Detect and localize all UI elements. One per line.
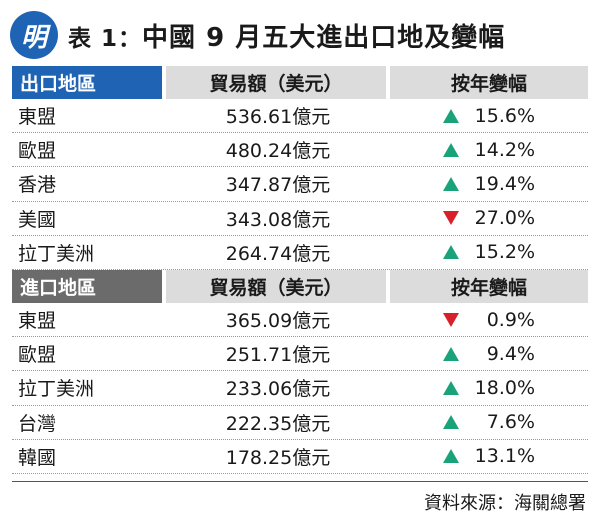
triangle-up-icon [443, 415, 459, 430]
export-change-value: 27.0% [474, 207, 535, 230]
table-row: 香港 347.87億元 19.4% [12, 167, 588, 202]
import-value-header: 貿易額（美元） [166, 269, 386, 303]
import-region-cell: 台灣 [18, 412, 57, 435]
import-change-value: 9.4% [486, 342, 535, 365]
page-title: 表 1：中國 9 月五大進出口地及變幅 [68, 17, 505, 54]
import-header: 進口地區 貿易額（美元） 按年變幅 [12, 269, 588, 303]
bottom-divider [12, 481, 588, 482]
title-prefix: 表 1： [68, 25, 143, 52]
export-value-header: 貿易額（美元） [166, 66, 386, 99]
export-region-cell: 東盟 [18, 106, 57, 129]
export-region-cell: 拉丁美洲 [18, 242, 95, 265]
import-region-cell: 東盟 [18, 310, 57, 333]
export-rows: 東盟 536.61億元 15.6% 歐盟 480.24億元 14.2% 香港 347.87億元… [12, 99, 588, 270]
export-header: 出口地區 貿易額（美元） 按年變幅 [12, 66, 588, 99]
export-value-cell: 347.87億元 [225, 174, 331, 197]
title-bar: 明 表 1：中國 9 月五大進出口地及變幅 [10, 10, 590, 60]
trade-table: 出口地區 貿易額（美元） 按年變幅 東盟 536.61億元 15.6% 歐盟 480.2… [12, 66, 588, 474]
import-change-value: 7.6% [486, 411, 535, 434]
import-value-cell: 178.25億元 [225, 446, 331, 469]
import-change-header: 按年變幅 [390, 269, 588, 303]
table-row: 台灣 222.35億元 7.6% [12, 406, 588, 440]
import-change-cell: 9.4% [390, 343, 588, 365]
export-change-cell: 15.6% [390, 105, 588, 127]
table-row: 韓國 178.25億元 13.1% [12, 440, 588, 474]
import-change-cell: 13.1% [390, 445, 588, 467]
import-change-cell: 0.9% [390, 309, 588, 331]
triangle-up-icon [443, 449, 459, 464]
import-change-value: 18.0% [474, 376, 535, 399]
triangle-up-icon [443, 346, 459, 361]
newspaper-logo: 明 [10, 11, 58, 59]
export-value-cell: 536.61億元 [225, 106, 331, 129]
triangle-up-icon [443, 176, 459, 191]
table-row: 歐盟 251.71億元 9.4% [12, 337, 588, 372]
export-change-value: 15.2% [474, 241, 535, 264]
import-region-cell: 韓國 [18, 446, 57, 469]
import-change-cell: 18.0% [390, 377, 588, 399]
table-row: 東盟 365.09億元 0.9% [12, 303, 588, 338]
import-value-cell: 251.71億元 [225, 344, 331, 367]
import-value-cell: 222.35億元 [225, 412, 331, 435]
table-row: 拉丁美洲 233.06億元 18.0% [12, 371, 588, 406]
triangle-up-icon [443, 142, 459, 157]
import-region-cell: 拉丁美洲 [18, 378, 95, 401]
export-change-header: 按年變幅 [390, 66, 588, 99]
export-value-cell: 264.74億元 [225, 242, 331, 265]
import-change-cell: 7.6% [390, 411, 588, 433]
triangle-up-icon [443, 245, 459, 260]
import-change-value: 13.1% [474, 445, 535, 468]
export-change-value: 19.4% [474, 172, 535, 195]
export-value-cell: 480.24億元 [225, 140, 331, 163]
export-region-cell: 歐盟 [18, 140, 57, 163]
export-change-cell: 27.0% [390, 207, 588, 229]
table-row: 拉丁美洲 264.74億元 15.2% [12, 236, 588, 270]
export-region-cell: 香港 [18, 174, 57, 197]
export-region-cell: 美國 [18, 208, 57, 231]
export-change-cell: 19.4% [390, 173, 588, 195]
source-note: 資料來源：海關總署 [424, 493, 586, 514]
import-value-cell: 365.09億元 [225, 310, 331, 333]
triangle-up-icon [443, 108, 459, 123]
title-main: 中國 9 月五大進出口地及變幅 [142, 22, 506, 53]
export-change-value: 14.2% [474, 138, 535, 161]
import-change-value: 0.9% [486, 308, 535, 331]
import-rows: 東盟 365.09億元 0.9% 歐盟 251.71億元 9.4% 拉丁美洲 233.06億元… [12, 303, 588, 474]
table-row: 歐盟 480.24億元 14.2% [12, 133, 588, 168]
import-region-cell: 歐盟 [18, 344, 57, 367]
triangle-up-icon [443, 380, 459, 395]
import-value-cell: 233.06億元 [225, 378, 331, 401]
export-value-cell: 343.08億元 [225, 208, 331, 231]
table-row: 東盟 536.61億元 15.6% [12, 99, 588, 134]
triangle-down-icon [443, 211, 459, 226]
export-change-cell: 14.2% [390, 139, 588, 161]
import-region-header: 進口地區 [12, 269, 162, 303]
export-change-cell: 15.2% [390, 241, 588, 263]
export-region-header: 出口地區 [12, 66, 162, 99]
export-change-value: 15.6% [474, 104, 535, 127]
table-row: 美國 343.08億元 27.0% [12, 202, 588, 236]
triangle-down-icon [443, 312, 459, 327]
